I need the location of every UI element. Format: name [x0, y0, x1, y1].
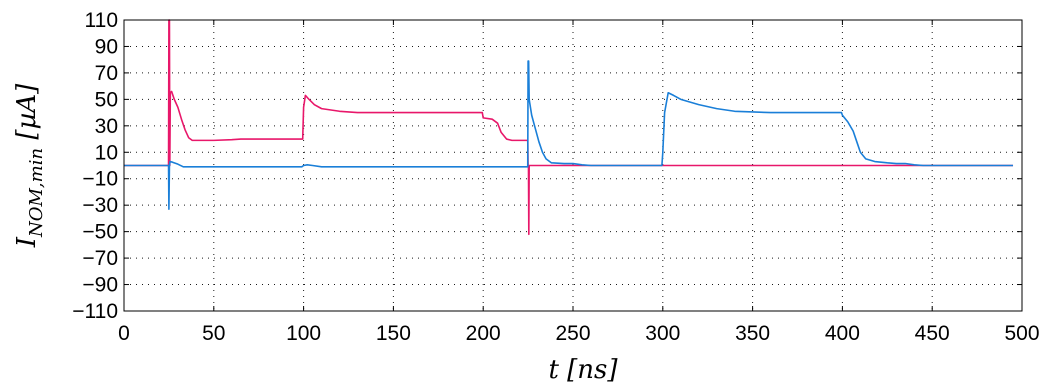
y-tick-label: −30: [82, 194, 118, 217]
y-tick-label: 50: [95, 88, 118, 111]
x-tick-label: 200: [466, 322, 501, 345]
series-line-2: [124, 60, 1014, 210]
y-tick-label: −50: [82, 221, 118, 244]
x-tick-label: 150: [376, 322, 411, 345]
x-tick-label: 50: [202, 322, 225, 345]
series-layer: [124, 19, 1014, 236]
y-tick-label: 10: [95, 141, 118, 164]
x-tick-label: 300: [645, 322, 680, 345]
plot-frame: [123, 19, 1023, 312]
x-tick-label: 250: [555, 322, 590, 345]
x-tick-label: 350: [735, 322, 770, 345]
y-tick-label: −10: [82, 168, 118, 191]
x-tick-label: 400: [825, 322, 860, 345]
x-axis-label-text: t [ns]: [548, 355, 618, 385]
x-tick-label: 0: [118, 322, 130, 345]
x-axis-label: t [ns]: [548, 355, 618, 385]
x-tick-labels: 0 50 100 150 200 250 300 350 400 450 500: [118, 322, 1039, 345]
y-tick-label: 110: [85, 9, 118, 32]
grid-lines: [123, 19, 1023, 312]
series-line-1: [124, 19, 1014, 236]
y-tick-label: −70: [82, 247, 118, 270]
x-tick-label: 100: [286, 322, 321, 345]
y-tick-label: 30: [95, 115, 118, 138]
y-axis-label-text: INOM,min [µA]: [12, 83, 47, 248]
y-tick-label: 90: [95, 35, 118, 58]
y-tick-label: 70: [95, 62, 118, 85]
y-tick-label: −110: [72, 300, 118, 323]
y-tick-labels: −110 −90 −70 −50 −30 −10 10 30 50 70 90 110: [72, 9, 118, 323]
x-tick-label: 500: [1004, 322, 1039, 345]
y-tick-label: −90: [82, 274, 118, 297]
x-tick-label: 450: [915, 322, 950, 345]
y-axis-label: INOM,min [µA]: [12, 83, 47, 248]
